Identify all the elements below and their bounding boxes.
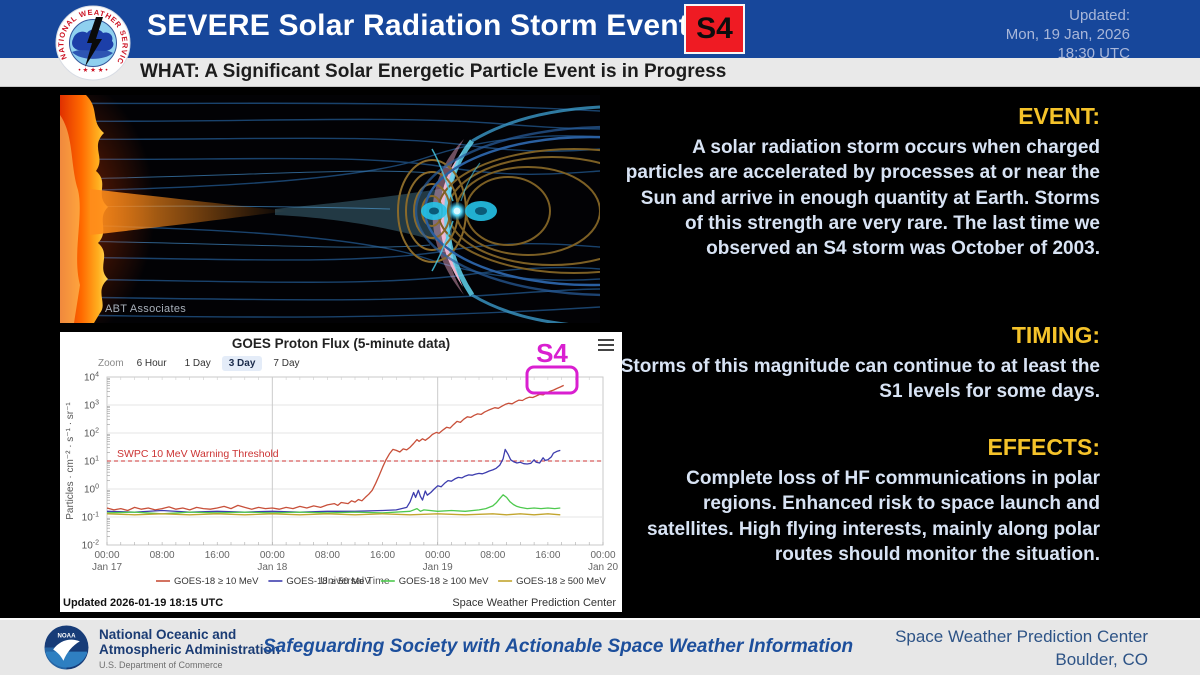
series-line xyxy=(106,494,561,515)
swpc-city: Boulder, CO xyxy=(1055,649,1148,669)
updated-label: Updated: xyxy=(1069,7,1130,24)
zoom-option-button[interactable]: 6 Hour xyxy=(136,358,167,369)
agency-dept: U.S. Department of Commerce xyxy=(99,660,223,671)
warning-threshold-label: SWPC 10 MeV Warning Threshold xyxy=(117,448,279,460)
y-tick-label: 102 xyxy=(84,428,99,440)
x-tick-label: 00:00 xyxy=(260,550,285,561)
x-date-label: Jan 17 xyxy=(92,562,122,573)
proton-flux-chart: 104 103 102 101 100 10-1 10-2 00:00 Jan 17 08:00 1… xyxy=(60,332,622,612)
series-line xyxy=(106,448,561,513)
chart-source-text: Space Weather Prediction Center xyxy=(452,597,616,609)
legend-label: GOES-18 ≥ 500 MeV xyxy=(516,576,606,587)
x-date-label: Jan 18 xyxy=(257,562,287,573)
agency-line2: Atmospheric Administration xyxy=(99,642,281,658)
x-axis-title: Universal Time xyxy=(320,575,390,587)
section-effects: EFFECTS: Complete loss of HF communicati… xyxy=(620,434,1100,567)
zoom-controls: Zoom 6 Hour 1 Day 3 Day 7 Day xyxy=(98,356,307,371)
chart-title: GOES Proton Flux (5-minute data) xyxy=(231,336,451,351)
updated-date: Mon, 19 Jan, 2026 xyxy=(1005,26,1130,44)
storm-scale-badge: S4 xyxy=(686,6,743,52)
agency-line1: National Oceanic and xyxy=(99,627,237,642)
s4-annotation-box xyxy=(525,365,579,395)
x-tick-label: 00:00 xyxy=(590,550,615,561)
legend-label: GOES-18 ≥ 100 MeV xyxy=(399,576,489,587)
series-line xyxy=(106,384,564,512)
legend-label: GOES-18 ≥ 50 MeV xyxy=(286,576,371,587)
image-credit: ABT Associates xyxy=(105,303,187,315)
zoom-option-button[interactable]: 3 Day xyxy=(221,356,263,371)
section-timing-heading: TIMING: xyxy=(1011,322,1100,348)
swpc-location: Space Weather Prediction Center Boulder,… xyxy=(895,626,1148,672)
x-tick-label: 08:00 xyxy=(315,550,340,561)
section-event-body: A solar radiation storm occurs when char… xyxy=(625,137,1100,260)
x-tick-label: 00:00 xyxy=(425,550,450,561)
footer: NOAA National Oceanic and Atmospheric Ad… xyxy=(0,618,1200,675)
section-timing: TIMING: Storms of this magnitude can con… xyxy=(620,322,1100,405)
noaa-logo-icon: NOAA xyxy=(44,625,89,670)
nws-logo-icon: NATIONAL WEATHER SERVICE • ★ ★ ★ • xyxy=(55,5,131,81)
agency-name: National Oceanic and Atmospheric Adminis… xyxy=(99,627,280,670)
y-tick-label: 10-1 xyxy=(82,512,99,524)
x-tick-label: 16:00 xyxy=(370,550,395,561)
x-tick-label: 00:00 xyxy=(94,550,119,561)
x-date-label: Jan 19 xyxy=(423,562,453,573)
series-line xyxy=(106,513,561,516)
zoom-option-button[interactable]: 1 Day xyxy=(184,358,211,369)
legend-label: GOES-18 ≥ 10 MeV xyxy=(174,576,259,587)
s4-annotation-label: S4 xyxy=(536,338,568,368)
x-tick-label: 16:00 xyxy=(205,550,230,561)
zoom-label: Zoom xyxy=(98,358,124,369)
updated-timestamp: Updated: Mon, 19 Jan, 2026 18:30 UTC xyxy=(1006,6,1130,63)
section-effects-body: Complete loss of HF communications in po… xyxy=(647,468,1100,565)
solar-art xyxy=(60,95,600,323)
chart-updated-text: Updated 2026-01-19 18:15 UTC xyxy=(63,597,224,609)
zoom-option-button[interactable]: 7 Day xyxy=(273,358,300,369)
x-date-label: Jan 20 xyxy=(588,562,618,573)
y-tick-label: 101 xyxy=(84,456,99,468)
section-timing-body: Storms of this magnitude can continue to… xyxy=(620,356,1100,403)
x-tick-label: 08:00 xyxy=(480,550,505,561)
updated-time: 18:30 UTC xyxy=(1057,45,1130,63)
y-tick-label: 103 xyxy=(84,400,99,412)
svg-text:• ★ ★ ★ •: • ★ ★ ★ • xyxy=(78,67,108,74)
section-event-heading: EVENT: xyxy=(1018,103,1100,129)
y-axis-title: Particles · cm⁻² · s⁻¹ · sr⁻¹ xyxy=(65,402,76,520)
solar-image: ABT Associates xyxy=(60,95,600,323)
y-tick-label: 104 xyxy=(84,372,99,384)
hamburger-menu-icon[interactable] xyxy=(598,339,614,351)
y-tick-label: 100 xyxy=(84,484,99,496)
svg-text:NOAA: NOAA xyxy=(57,632,76,639)
section-event: EVENT: A solar radiation storm occurs wh… xyxy=(620,103,1100,261)
x-tick-label: 08:00 xyxy=(150,550,175,561)
x-tick-label: 16:00 xyxy=(535,550,560,561)
tagline: Safeguarding Society with Actionable Spa… xyxy=(263,636,854,657)
swpc-name: Space Weather Prediction Center xyxy=(895,627,1148,646)
header: SEVERE Solar Radiation Storm Event S4 Up… xyxy=(0,0,1200,62)
section-effects-heading: EFFECTS: xyxy=(987,434,1100,460)
page-title: SEVERE Solar Radiation Storm Event xyxy=(147,9,689,42)
what-bar: WHAT: A Significant Solar Energetic Part… xyxy=(0,58,1200,87)
what-text: WHAT: A Significant Solar Energetic Part… xyxy=(140,61,727,82)
